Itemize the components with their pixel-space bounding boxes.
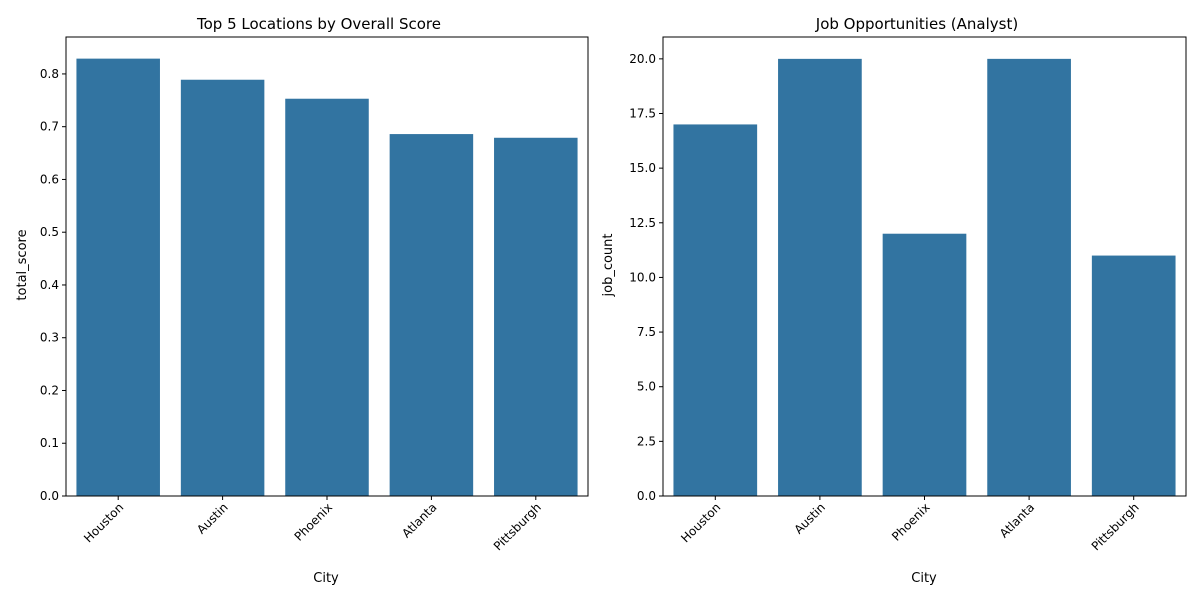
y-tick-label: 0.0 xyxy=(40,489,59,503)
y-tick-label: 5.0 xyxy=(637,380,656,394)
y-tick-label: 0.0 xyxy=(637,489,656,503)
x-tick-label-houston: Houston xyxy=(678,500,723,545)
bar-houston xyxy=(76,58,160,496)
x-tick-label-austin: Austin xyxy=(791,500,828,537)
bar-houston xyxy=(673,124,758,496)
y-tick-label: 0.3 xyxy=(40,331,59,345)
x-axis-label: City xyxy=(911,571,937,586)
x-axis-label: City xyxy=(313,571,339,586)
y-tick-label: 15.0 xyxy=(629,161,656,175)
y-tick-label: 2.5 xyxy=(637,434,656,448)
y-tick-label: 7.5 xyxy=(637,325,656,339)
y-tick-label: 17.5 xyxy=(629,107,656,121)
bar-pittsburgh xyxy=(1091,255,1176,496)
x-tick-label-phoenix: Phoenix xyxy=(292,500,336,544)
x-tick-label-pittsburgh: Pittsburgh xyxy=(491,500,544,553)
bar-phoenix xyxy=(882,233,967,496)
y-tick-label: 0.6 xyxy=(40,172,59,186)
y-tick-label: 0.1 xyxy=(40,436,59,450)
x-tick-label-atlanta: Atlanta xyxy=(399,500,439,540)
y-tick-label: 0.2 xyxy=(40,383,59,397)
y-tick-label: 20.0 xyxy=(629,52,656,66)
bar-pittsburgh xyxy=(494,137,578,496)
chart-total-score: Top 5 Locations by Overall Score City to… xyxy=(15,15,589,586)
x-tick-label-austin: Austin xyxy=(194,500,231,537)
x-tick-label-houston: Houston xyxy=(81,500,126,545)
chart-title: Job Opportunities (Analyst) xyxy=(815,15,1018,33)
y-axis-label: total_score xyxy=(15,229,30,300)
chart-job-count: Job Opportunities (Analyst) City job_cou… xyxy=(601,15,1187,586)
y-tick-label: 0.7 xyxy=(40,120,59,134)
bar-austin xyxy=(180,79,265,496)
y-tick-label: 0.8 xyxy=(40,67,59,81)
bar-atlanta xyxy=(389,134,474,496)
y-tick-label: 0.4 xyxy=(40,278,59,292)
bar-atlanta xyxy=(987,58,1071,496)
y-tick-label: 10.0 xyxy=(629,270,656,284)
chart-title: Top 5 Locations by Overall Score xyxy=(196,15,441,33)
x-tick-label-atlanta: Atlanta xyxy=(997,500,1037,540)
y-tick-label: 0.5 xyxy=(40,225,59,239)
bar-phoenix xyxy=(285,98,369,496)
y-axis-label: job_count xyxy=(601,234,616,298)
x-tick-label-pittsburgh: Pittsburgh xyxy=(1089,500,1142,553)
x-tick-label-phoenix: Phoenix xyxy=(889,500,933,544)
bar-austin xyxy=(778,58,862,496)
y-tick-label: 12.5 xyxy=(629,216,656,230)
